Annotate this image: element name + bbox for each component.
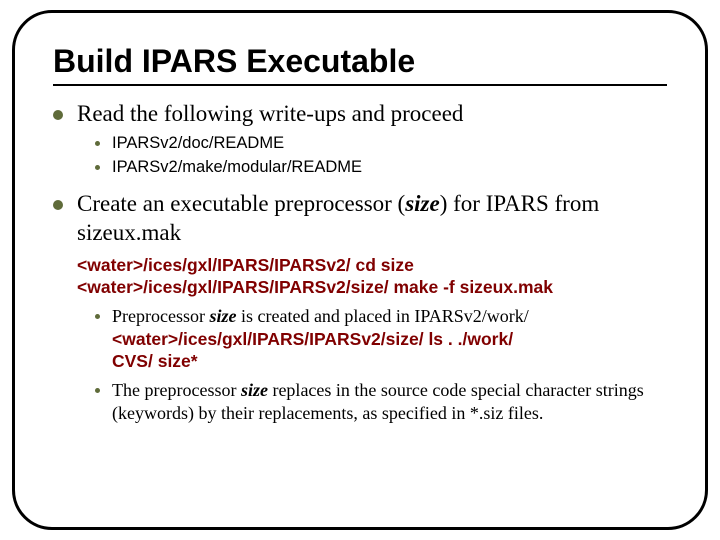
bullet-2-text: Create an executable preprocessor (size)…: [77, 190, 667, 248]
command-block-1: <water>/ices/gxl/IPARS/IPARSv2/ cd size …: [77, 254, 667, 300]
bullet-item-1: Read the following write-ups and proceed…: [53, 100, 667, 178]
bullet-item-2: Create an executable preprocessor (size)…: [53, 190, 667, 424]
bullet-2-pre: Create an executable preprocessor (: [77, 191, 405, 216]
subbullet-2a-text: Preprocessor size is created and placed …: [112, 305, 529, 373]
slide-frame: Build IPARS Executable Read the followin…: [12, 10, 708, 530]
subbullet-1b-text: IPARSv2/make/modular/README: [112, 157, 362, 178]
slide-content: Read the following write-ups and proceed…: [53, 100, 667, 424]
bullet-icon: [53, 200, 63, 210]
sub2a-pre: Preprocessor: [112, 306, 209, 326]
subbullet-icon: [95, 388, 100, 393]
subbullet-2b-text: The preprocessor size replaces in the so…: [112, 379, 667, 424]
slide-title: Build IPARS Executable: [53, 43, 667, 80]
subbullet-1a: IPARSv2/doc/README: [95, 133, 667, 154]
keyword-size: size: [209, 306, 236, 326]
command-line-1: <water>/ices/gxl/IPARS/IPARSv2/ cd size: [77, 254, 667, 277]
bullet-icon: [53, 110, 63, 120]
keyword-size: size: [405, 191, 440, 216]
sub2b-pre: The preprocessor: [112, 380, 241, 400]
subbullet-icon: [95, 141, 100, 146]
title-rule: [53, 84, 667, 86]
sub2a-post: is created and placed in IPARSv2/work/: [236, 306, 528, 326]
subbullet-icon: [95, 165, 100, 170]
subbullet-1a-text: IPARSv2/doc/README: [112, 133, 284, 154]
sub2a-cmd2: CVS/ size*: [112, 350, 529, 373]
command-line-2: <water>/ices/gxl/IPARS/IPARSv2/size/ mak…: [77, 276, 667, 299]
subbullet-1b: IPARSv2/make/modular/README: [95, 157, 667, 178]
sub2a-cmd1: <water>/ices/gxl/IPARS/IPARSv2/size/ ls …: [112, 328, 529, 351]
bullet-1-text: Read the following write-ups and proceed: [77, 100, 667, 129]
keyword-size: size: [241, 380, 268, 400]
subbullet-icon: [95, 314, 100, 319]
subbullet-2b: The preprocessor size replaces in the so…: [95, 379, 667, 424]
subbullet-2a: Preprocessor size is created and placed …: [95, 305, 667, 373]
